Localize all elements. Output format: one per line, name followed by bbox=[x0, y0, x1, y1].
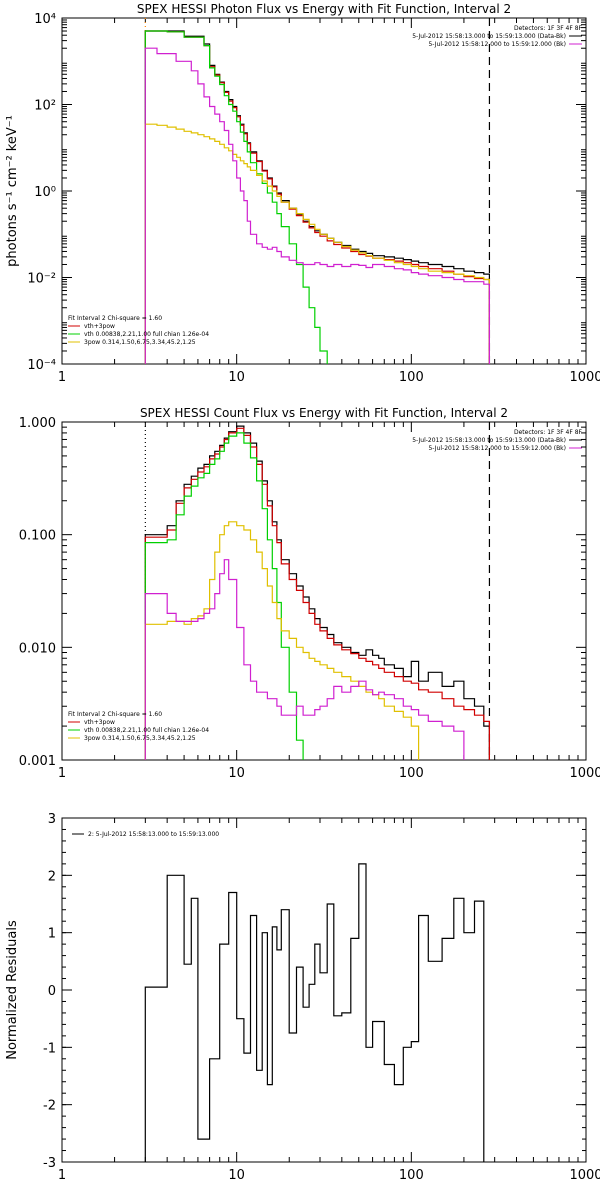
chart-panel-2: 1 10 100 1000 0.001 0.010 0.100 1.000 SPEX HESSI… bbox=[19, 406, 600, 781]
y-tick-label: 10⁴ bbox=[34, 12, 56, 27]
legend-label: 3pow 0.314,1.50,6.75,3.34,45.2,1.25 bbox=[84, 735, 196, 742]
x-tick-label: 10 bbox=[228, 1168, 245, 1183]
legend-label: 5-Jul-2012 15:58:12.000 to 15:59:12.000 … bbox=[428, 445, 566, 452]
y-tick-label: 10⁰ bbox=[34, 185, 56, 200]
y-tick-label: 0.100 bbox=[19, 529, 56, 544]
chart-panel-3: 1 10 100 1000 -3 -2 -1 0 1 2 3 Normalized Residuals… bbox=[5, 812, 600, 1183]
series-data bbox=[144, 30, 490, 364]
y-tick-label: 10⁻⁴ bbox=[27, 358, 56, 373]
x-tick-label: 100 bbox=[399, 370, 424, 385]
chart-title: SPEX HESSI Photon Flux vs Energy with Fi… bbox=[137, 2, 511, 16]
x-tick-label: 10 bbox=[228, 370, 245, 385]
x-tick-label: 1000 bbox=[569, 1168, 600, 1183]
legend-label: 3pow 0.314,1.50,6.75,3.34,45.2,1.25 bbox=[84, 339, 196, 346]
plot-frame bbox=[61, 421, 587, 761]
x-tick-label: 1000 bbox=[569, 766, 600, 781]
y-axis-label: photons s⁻¹ cm⁻² keV⁻¹ bbox=[5, 115, 20, 267]
legend-label: vth 0.00838,2.21,1.00 full chian 1.26e-0… bbox=[84, 331, 209, 338]
series-group bbox=[144, 863, 485, 1162]
y-tick-label: 2 bbox=[48, 869, 56, 884]
legend-bottom-left: Fit Interval 2 Chi-square = 1.60vth+3pow… bbox=[68, 711, 209, 742]
y-tick-label: 1.000 bbox=[19, 416, 56, 431]
legend-bottom-left: Fit Interval 2 Chi-square = 1.60vth+3pow… bbox=[68, 315, 209, 346]
legend-header: Detectors: 1F 3F 4F 8F bbox=[514, 429, 583, 436]
legend-header: Detectors: 1F 3F 4F 8F bbox=[514, 25, 583, 32]
series-residuals bbox=[144, 863, 485, 1162]
y-tick-label: 10⁻² bbox=[27, 272, 56, 287]
y-tick-label: 0.001 bbox=[19, 754, 56, 769]
legend-label: vth+3pow bbox=[84, 323, 115, 330]
x-tick-label: 1000 bbox=[569, 370, 600, 385]
x-tick-label: 100 bbox=[399, 766, 424, 781]
series-group bbox=[144, 425, 490, 760]
y-axis-label: Normalized Residuals bbox=[5, 920, 20, 1060]
legend-label: 5-Jul-2012 15:58:12.000 to 15:59:12.000 … bbox=[428, 41, 566, 48]
plot-frame bbox=[61, 17, 587, 365]
legend-header: Fit Interval 2 Chi-square = 1.60 bbox=[68, 711, 162, 718]
y-tick-label: 0.010 bbox=[19, 641, 56, 656]
y-tick-label: -1 bbox=[43, 1041, 56, 1056]
chart-panel-1: 1 10 100 1000 10⁻⁴ 10⁻² 10⁰ 10² 10⁴ SPEX HESSI Ph… bbox=[5, 2, 600, 385]
y-tick-label: -2 bbox=[43, 1099, 56, 1114]
y-tick-label: 3 bbox=[48, 812, 56, 827]
chart-title: SPEX HESSI Count Flux vs Energy with Fit… bbox=[140, 406, 508, 420]
legend-header: Fit Interval 2 Chi-square = 1.60 bbox=[68, 315, 162, 322]
legend-label: vth 0.00838,2.21,1.00 full chian 1.26e-0… bbox=[84, 727, 209, 734]
legend-label: 2: 5-Jul-2012 15:58:13.000 to 15:59:13.0… bbox=[88, 831, 219, 838]
x-tick-label: 1 bbox=[58, 1168, 66, 1183]
series-vth bbox=[144, 432, 304, 760]
legend-top-right: Detectors: 1F 3F 4F 8F5-Jul-2012 15:58:1… bbox=[412, 429, 582, 452]
y-tick-label: 1 bbox=[48, 927, 56, 942]
series-vth bbox=[144, 30, 328, 364]
legend-label: 5-Jul-2012 15:58:13.000 to 15:59:13.000 … bbox=[412, 33, 566, 40]
y-tick-label: 0 bbox=[48, 984, 56, 999]
y-tick-label: -3 bbox=[43, 1156, 56, 1171]
series-bk bbox=[144, 47, 490, 364]
series-group bbox=[144, 30, 490, 364]
plot-frame bbox=[61, 817, 587, 1163]
y-tick-label: 10² bbox=[34, 99, 56, 114]
x-tick-label: 1 bbox=[58, 766, 66, 781]
x-tick-label: 1 bbox=[58, 370, 66, 385]
series-vth+3pow bbox=[144, 427, 490, 760]
x-tick-label: 10 bbox=[228, 766, 245, 781]
series-bk bbox=[144, 559, 465, 760]
series-3pow bbox=[144, 521, 420, 760]
series-vth+3pow bbox=[144, 30, 490, 364]
legend-top-left: 2: 5-Jul-2012 15:58:13.000 to 15:59:13.0… bbox=[72, 831, 219, 838]
legend-label: 5-Jul-2012 15:58:13.000 to 15:59:13.000 … bbox=[412, 437, 566, 444]
legend-label: vth+3pow bbox=[84, 719, 115, 726]
series-3pow bbox=[144, 123, 490, 364]
x-tick-label: 100 bbox=[399, 1168, 424, 1183]
legend-top-right: Detectors: 1F 3F 4F 8F5-Jul-2012 15:58:1… bbox=[412, 25, 582, 48]
